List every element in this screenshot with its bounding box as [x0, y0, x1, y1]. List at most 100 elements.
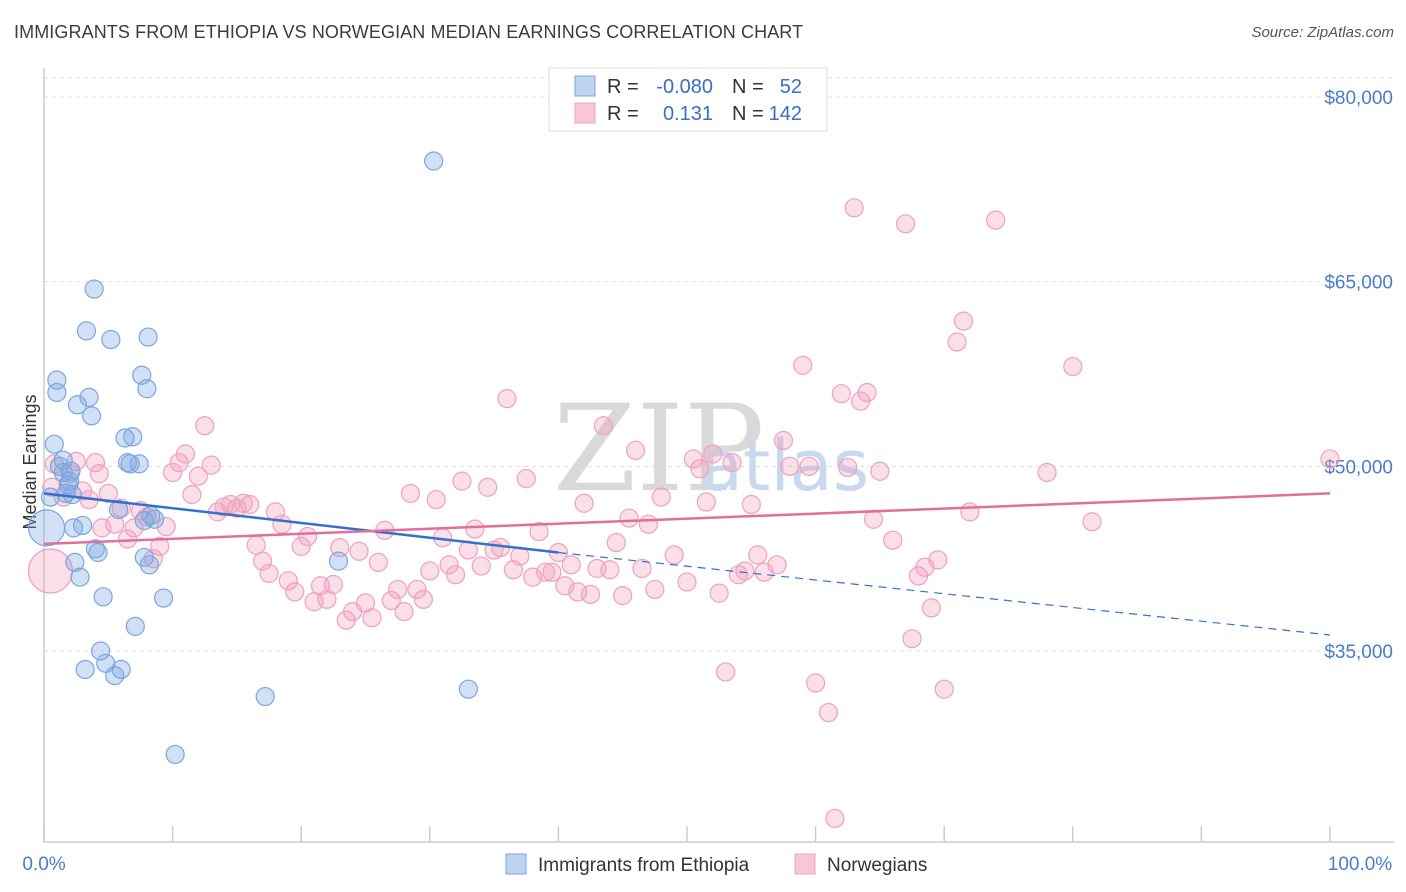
norwegian-point	[394, 602, 414, 622]
norwegian-point	[92, 518, 112, 538]
ethiopia-point	[165, 744, 185, 765]
ethiopia-point	[111, 659, 131, 680]
norwegian-point	[420, 561, 440, 581]
gridlines	[44, 77, 1394, 652]
ethiopia-point	[84, 279, 104, 299]
norwegian-point	[683, 449, 704, 469]
norwegian-point	[291, 536, 311, 556]
ethiopia-point	[67, 395, 88, 415]
norwegian-point	[471, 556, 491, 576]
norwegian-point	[182, 485, 202, 505]
norwegian-point	[831, 384, 851, 404]
ethiopia-point	[93, 587, 113, 607]
ethiopia-point	[61, 461, 81, 481]
norwegian-point	[246, 535, 266, 555]
norwegian-point	[478, 477, 498, 497]
norwegian-point	[201, 455, 221, 475]
norwegian-point	[838, 457, 858, 478]
ethiopia-point	[101, 329, 121, 350]
legend-r-value-1: -0.080	[656, 76, 713, 98]
norwegian-point	[156, 517, 176, 537]
ethiopia-point	[44, 434, 64, 454]
norwegian-point	[580, 584, 601, 604]
norwegian-point	[947, 332, 967, 352]
norwegian-point	[89, 464, 109, 484]
norwegian-point	[124, 518, 144, 538]
norwegian-point	[285, 582, 305, 602]
norwegian-point	[1037, 462, 1057, 483]
norwegian-point	[388, 579, 408, 600]
legend-r-label-2: R =	[607, 103, 639, 125]
norwegian-point	[818, 702, 839, 723]
norwegian-point	[883, 530, 903, 550]
norwegian-point	[85, 453, 106, 473]
norwegian-point	[233, 493, 253, 513]
norwegian-point	[767, 555, 787, 575]
norwegian-point	[902, 629, 922, 649]
series-ethiopia	[27, 151, 478, 765]
legend-n-label-2: N =	[732, 103, 764, 125]
norwegian-point	[735, 561, 755, 581]
bottom-legend-swatch-norway	[794, 853, 816, 875]
ethiopia-point	[108, 499, 129, 520]
norwegian-point	[645, 579, 665, 600]
norwegian-point	[465, 519, 485, 539]
y-tick-label: $80,000	[1324, 88, 1393, 109]
norwegian-point	[535, 562, 556, 582]
legend-n-value-1: 52	[780, 76, 802, 98]
legend-n-label-1: N =	[732, 76, 764, 98]
norwegian-point	[516, 469, 536, 489]
y-ticks: $35,000 $50,000 $65,000 $80,000	[1324, 88, 1393, 663]
norwegian-point	[227, 498, 247, 518]
ethiopia-point	[129, 454, 149, 474]
norwegian-point	[426, 489, 446, 510]
norwegian-point	[638, 514, 659, 534]
ethiopia-point	[65, 552, 85, 572]
norwegian-point	[863, 509, 884, 529]
norwegian-point	[780, 456, 800, 476]
legend: R = -0.080 N = 52 R = 0.131 N = 142	[548, 67, 828, 132]
norwegian-point	[561, 555, 581, 575]
norwegian-point	[953, 311, 974, 331]
norwegian-point	[240, 494, 260, 515]
norwegian-point	[349, 541, 369, 561]
source-credit: Source: ZipAtlas.com	[1251, 24, 1394, 41]
ethiopia-point	[137, 379, 157, 399]
ethiopia-point	[90, 641, 111, 661]
norwegian-point	[986, 210, 1006, 230]
norwegian-point	[934, 679, 954, 699]
norwegian-point	[27, 548, 74, 594]
ethiopia-point	[125, 616, 145, 636]
norwegian-point	[574, 493, 594, 513]
norwegian-point	[452, 471, 472, 491]
norwegian-point	[613, 585, 633, 606]
axes	[43, 68, 1394, 843]
norwegian-point	[703, 444, 723, 464]
norwegian-point	[805, 673, 826, 693]
norwegian-point	[529, 521, 549, 542]
y-tick-label: $65,000	[1324, 273, 1393, 294]
bottom-legend-label-norway: Norwegians	[827, 855, 927, 876]
ethiopia-point	[47, 382, 67, 403]
norwegian-point	[163, 462, 183, 483]
norwegian-point	[619, 508, 639, 528]
norwegian-point	[728, 565, 749, 585]
x-tick-label-max: 100.0%	[1328, 854, 1393, 875]
norwegian-point	[664, 545, 684, 565]
ethiopia-trend-line	[43, 492, 559, 554]
chart-title: IMMIGRANTS FROM ETHIOPIA VS NORWEGIAN ME…	[14, 22, 804, 42]
watermark-atlas: atlas	[700, 425, 869, 507]
norwegian-point	[1082, 512, 1102, 532]
norwegian-point	[523, 567, 543, 587]
ethiopia-point	[70, 567, 90, 587]
ethiopia-point	[424, 151, 444, 171]
norwegian-point	[368, 552, 388, 572]
norwegian-point	[722, 453, 742, 473]
trend-lines	[43, 492, 1331, 636]
norwegian-point	[175, 444, 196, 464]
norwegian-point	[593, 416, 614, 436]
ethiopia-point	[139, 555, 160, 575]
norwegian-point	[896, 214, 916, 234]
ethiopia-point	[328, 551, 349, 571]
